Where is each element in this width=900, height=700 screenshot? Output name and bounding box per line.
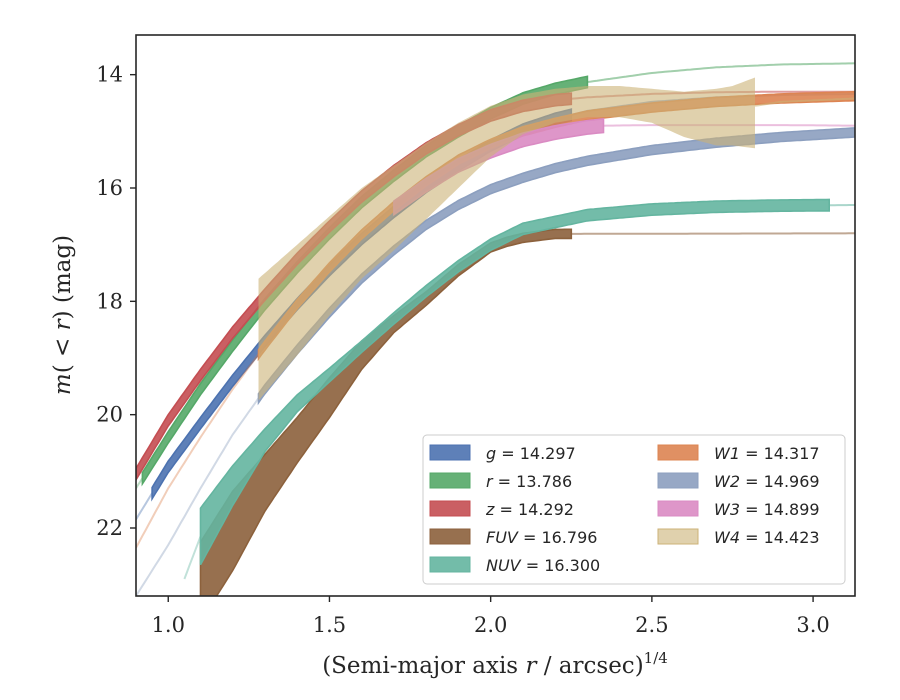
- series-nuv-band: [199, 198, 830, 566]
- series-w4: [258, 77, 855, 401]
- legend-swatch-w4: [657, 528, 699, 545]
- legend-label-r: r = 13.786: [486, 472, 572, 491]
- legend-frame: [422, 434, 846, 585]
- x-axis-title: (Semi-major axis r / arcsec)1/4: [322, 649, 668, 679]
- legend-label-fuv: FUV = 16.796: [486, 528, 597, 547]
- series-r-extrapolation-outer: [587, 62, 855, 83]
- legend-swatch-nuv: [429, 556, 471, 573]
- series-w4-extrapolation-outer: [754, 97, 855, 107]
- y-axis-title: m( < r) (mag): [50, 235, 76, 395]
- series-nuv: [183, 198, 855, 580]
- legend-label-nuv: NUV = 16.300: [486, 556, 600, 575]
- legend-label-g: g = 14.297: [486, 444, 576, 463]
- legend-label-z: z = 14.292: [485, 500, 574, 519]
- x-tick-label: 3.0: [796, 613, 829, 637]
- x-tick-label: 2.5: [635, 613, 668, 637]
- legend-swatch-z: [429, 500, 471, 517]
- y-tick-label: 22: [96, 516, 123, 540]
- y-tick-label: 14: [96, 63, 123, 87]
- legend: g = 14.297 r = 13.786 z = 14.292 FUV = 16.7…: [422, 434, 846, 585]
- y-tick-label: 20: [96, 403, 123, 427]
- legend-swatch-w1: [657, 444, 699, 461]
- series-w4-band: [258, 77, 755, 401]
- legend-swatch-fuv: [429, 528, 471, 545]
- legend-swatch-r: [429, 472, 471, 489]
- legend-label-w3: W3 = 14.899: [714, 500, 820, 519]
- series-g-extrapolation-inner: [136, 492, 153, 521]
- y-tick-label: 16: [96, 176, 123, 200]
- y-tick-label: 18: [96, 289, 123, 313]
- series-w2-band: [257, 127, 855, 406]
- series-nuv-extrapolation-inner: [183, 536, 202, 580]
- legend-swatch-w3: [657, 500, 699, 517]
- plot-frame: [135, 34, 856, 597]
- legend-label-w1: W1 = 14.317: [714, 444, 820, 463]
- series-w2-extrapolation-inner: [136, 397, 260, 596]
- series-fuv-extrapolation-outer: [571, 232, 855, 235]
- series-w1-extrapolation-inner: [136, 353, 260, 549]
- legend-label-w4: W4 = 14.423: [714, 528, 820, 547]
- x-tick-label: 1.5: [313, 613, 346, 637]
- legend-swatch-g: [429, 444, 471, 461]
- series-layer: [136, 62, 855, 596]
- x-tick-label: 1.0: [152, 613, 185, 637]
- legend-swatch-w2: [657, 472, 699, 489]
- ticks-layer: 1.0 1.5 2.0 2.5 3.0 14 16 18 20 22: [96, 63, 830, 637]
- legend-label-w2: W2 = 14.969: [714, 472, 820, 491]
- x-tick-label: 2.0: [474, 613, 507, 637]
- series-r-extrapolation-inner: [136, 477, 144, 489]
- series-w2: [136, 127, 855, 596]
